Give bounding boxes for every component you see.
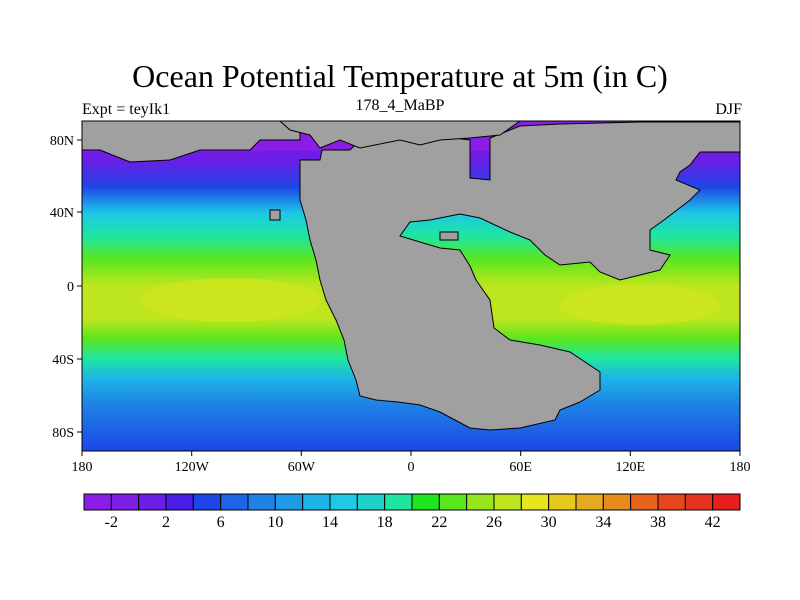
x-tick-label: 120E — [616, 460, 646, 475]
colorbar-swatch — [138, 493, 167, 511]
colorbar-label: -2 — [105, 514, 118, 531]
x-tick-label: 60W — [288, 460, 316, 475]
colorbar-swatch — [520, 493, 550, 511]
colorbar-swatch — [302, 493, 331, 511]
land-masses — [81, 120, 741, 431]
colorbar-swatch — [83, 493, 112, 511]
x-tick-label: 0 — [408, 460, 415, 475]
y-tick-label: 80N — [50, 134, 74, 149]
colorbar-label: 10 — [267, 514, 283, 531]
age-subtitle: 178_4_MaBP — [355, 97, 445, 114]
colorbar-label: 2 — [162, 514, 170, 531]
colorbar-label: 6 — [217, 514, 225, 531]
colorbar-swatch — [493, 493, 522, 511]
small-island — [269, 209, 281, 221]
colorbar-label: 14 — [322, 514, 338, 531]
colorbar-label: 26 — [486, 514, 502, 531]
warm-patch — [140, 278, 320, 322]
colorbar-swatch — [274, 493, 304, 511]
x-tick-label: 60E — [509, 460, 532, 475]
y-tick-label: 40S — [52, 353, 74, 368]
colorbar-label: 22 — [431, 514, 447, 531]
colorbar-swatch — [411, 493, 440, 511]
colorbar-swatch — [384, 493, 413, 511]
colorbar-label: 42 — [705, 514, 721, 531]
tethys-island — [439, 231, 459, 241]
colorbar — [83, 493, 741, 511]
colorbar-swatch — [657, 493, 686, 511]
colorbar-swatch — [630, 493, 659, 511]
colorbar-swatch — [165, 493, 194, 511]
colorbar-swatch — [602, 493, 632, 511]
colorbar-swatch — [220, 493, 249, 511]
colorbar-labels: -2 2 6 10 14 18 22 26 30 34 38 42 — [105, 514, 721, 531]
colorbar-label: 38 — [650, 514, 666, 531]
arctic-land-west — [81, 120, 301, 163]
y-axis: 80N 40N 0 40S 80S — [50, 134, 82, 441]
colorbar-label: 18 — [377, 514, 393, 531]
colorbar-swatch — [575, 493, 604, 511]
colorbar-swatch — [110, 493, 140, 511]
y-tick-label: 40N — [50, 206, 74, 221]
x-axis: 180 120W 60W 0 60E 120E 180 — [72, 451, 751, 475]
arctic-land-center — [278, 120, 522, 149]
pangea-landmass — [299, 121, 741, 431]
colorbar-label: 34 — [595, 514, 611, 531]
colorbar-label: 30 — [541, 514, 557, 531]
colorbar-swatch — [712, 493, 741, 511]
x-tick-label: 180 — [72, 460, 93, 475]
experiment-label: Expt = teyIk1 — [82, 101, 171, 118]
y-tick-label: 80S — [52, 426, 74, 441]
colorbar-swatch — [356, 493, 386, 511]
map-title: Ocean Potential Temperature at 5m (in C) — [132, 58, 668, 94]
colorbar-swatch — [466, 493, 495, 511]
colorbar-swatch — [192, 493, 222, 511]
colorbar-swatch — [329, 493, 358, 511]
season-label: DJF — [715, 101, 742, 118]
warm-patch — [560, 285, 720, 325]
x-tick-label: 120W — [175, 460, 210, 475]
colorbar-swatch — [247, 493, 276, 511]
colorbar-swatch — [548, 493, 577, 511]
x-tick-label: 180 — [730, 460, 751, 475]
colorbar-swatch — [684, 493, 714, 511]
y-tick-label: 0 — [67, 280, 74, 295]
colorbar-swatch — [438, 493, 468, 511]
